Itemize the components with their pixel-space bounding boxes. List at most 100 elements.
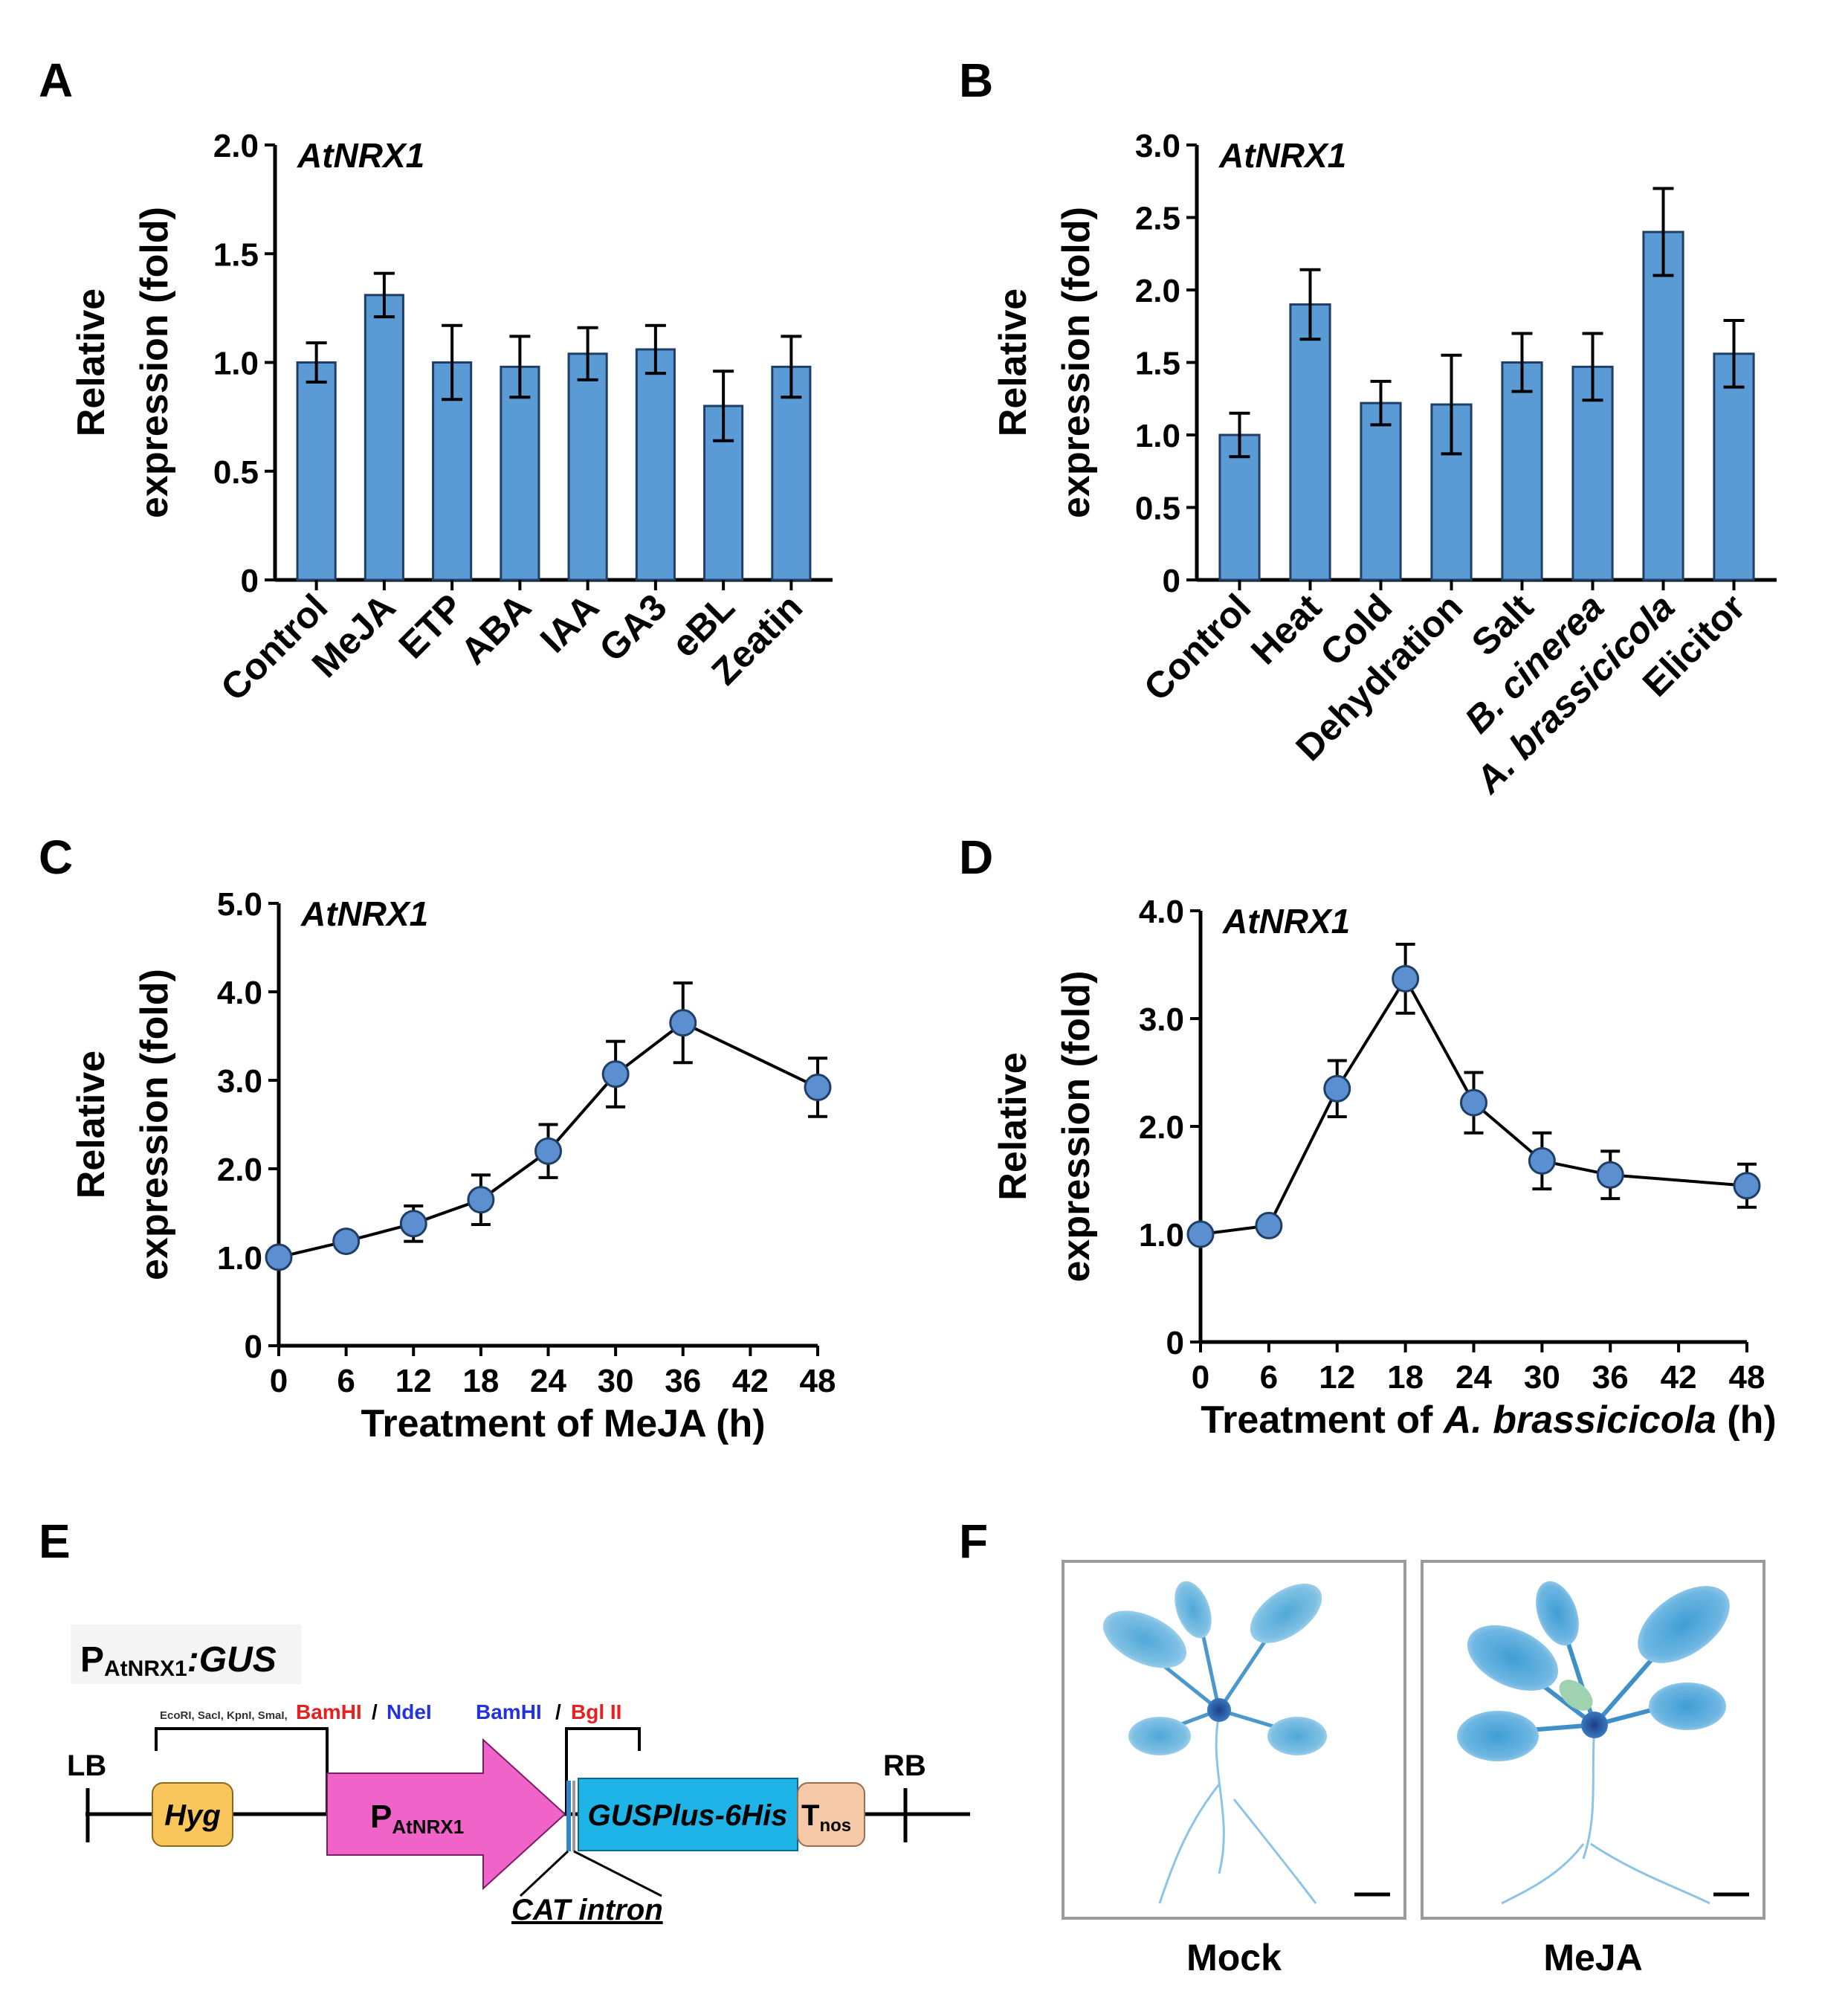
y-axis-title-c: expression (fold) <box>133 969 176 1280</box>
panel-label-b: B <box>959 54 993 107</box>
y-tick-label-a: 1.5 <box>213 236 259 273</box>
category-label-b: Heat <box>1243 586 1329 672</box>
y-tick-label-d: 0 <box>1166 1325 1184 1361</box>
bar-b <box>1289 303 1331 581</box>
x-tick-label-c: 30 <box>598 1363 634 1399</box>
data-point-d <box>1460 1088 1487 1117</box>
y-axis-title-b: Relative <box>992 288 1035 436</box>
bar-a <box>364 294 404 581</box>
data-point-c <box>332 1228 361 1256</box>
gene-label-c: AtNRX1 <box>300 894 428 933</box>
y-tick-label-d: 2.0 <box>1139 1109 1184 1146</box>
meja-seedling-image <box>1457 1581 1730 1905</box>
x-tick-label-d: 42 <box>1661 1359 1697 1396</box>
x-axis-title-part-d: Treatment of <box>1201 1399 1444 1442</box>
y-tick-label-a: 0 <box>241 563 259 599</box>
x-tick-label-d: 24 <box>1456 1359 1492 1396</box>
data-point-c <box>467 1186 495 1214</box>
x-tick-label-d: 30 <box>1524 1359 1560 1396</box>
data-point-d <box>1596 1161 1624 1189</box>
bar-b <box>1501 361 1543 581</box>
chart-a: 0 0.5 1.0 1.5 2.0 Relative expression (fold) At… <box>70 128 833 709</box>
y-tick-label-c: 0 <box>245 1329 262 1365</box>
y-tick-label-a: 0.5 <box>213 454 259 491</box>
y-axis-title-d: Relative <box>992 1052 1035 1200</box>
data-point-c <box>669 1009 697 1037</box>
y-tick-label-b: 2.0 <box>1135 273 1180 309</box>
y-tick-label-c: 4.0 <box>217 975 262 1011</box>
category-label-a: GA3 <box>591 586 674 669</box>
y-tick-label-b: 0 <box>1163 563 1180 599</box>
chart-b: 0 0.5 1.0 1.5 2.0 2.5 3.0 Relative expression (f… <box>992 128 1777 802</box>
y-tick-label-c: 1.0 <box>217 1240 262 1277</box>
bar-a <box>500 365 540 581</box>
x-tick-label-d: 36 <box>1592 1359 1629 1396</box>
data-point-c <box>534 1137 562 1165</box>
tnos-box <box>797 1782 865 1847</box>
intron-pointer-right <box>573 1850 662 1897</box>
y-tick-label-c: 2.0 <box>217 1152 262 1188</box>
rb-label: RB <box>883 1749 926 1782</box>
bar-b <box>1642 230 1684 581</box>
bar-a <box>567 352 608 581</box>
site-ndei: NdeI <box>387 1700 432 1723</box>
intron-pointer-left <box>519 1850 569 1897</box>
meja-caption: MeJA <box>1543 1937 1642 1978</box>
bar-a <box>771 365 812 581</box>
y-axis-title-d: expression (fold) <box>1055 971 1098 1283</box>
category-label-b: Control <box>1136 586 1259 709</box>
y-tick-label-d: 4.0 <box>1139 894 1184 930</box>
lb-label: LB <box>67 1749 106 1782</box>
mock-seedling-image <box>1102 1581 1327 1904</box>
panel-label-e: E <box>39 1514 71 1568</box>
x-tick-label-c: 24 <box>530 1363 566 1399</box>
gene-label-d: AtNRX1 <box>1222 902 1350 941</box>
site-bglii: Bgl II <box>571 1700 621 1723</box>
construct-diagram: PAtNRX1:GUS EcoRI, SacI, KpnI, SmaI, Bam… <box>67 1625 970 1926</box>
slash-right: / <box>555 1700 561 1723</box>
gus-label: GUSPlus-6His <box>588 1799 788 1832</box>
construct-label: PAtNRX1:GUS <box>80 1640 277 1681</box>
bar-b <box>1571 365 1614 581</box>
data-point-d <box>1733 1172 1761 1200</box>
y-tick-label-b: 3.0 <box>1135 128 1180 164</box>
y-axis-title-c: Relative <box>70 1051 113 1199</box>
data-point-c <box>265 1243 293 1271</box>
x-tick-label-d: 48 <box>1729 1359 1765 1396</box>
data-point-c <box>601 1060 630 1088</box>
gus-staining-photos: Mock MeJA <box>1062 1560 1765 1978</box>
promoter-arrow <box>326 1738 566 1891</box>
tnos-label: Tnos <box>801 1799 851 1836</box>
x-tick-label-c: 36 <box>665 1363 701 1399</box>
x-tick-label-d: 12 <box>1319 1359 1355 1396</box>
y-tick-label-a: 1.0 <box>213 346 259 382</box>
x-tick-label-c: 18 <box>462 1363 499 1399</box>
panel-label-f: F <box>959 1514 988 1568</box>
y-tick-label-c: 5.0 <box>217 886 262 923</box>
panel-label-c: C <box>39 830 73 884</box>
bar-b <box>1360 401 1402 581</box>
x-tick-label-c: 0 <box>270 1363 288 1399</box>
site-bamhi-left: BamHI <box>296 1700 362 1723</box>
x-axis-title-c: Treatment of MeJA (h) <box>361 1402 765 1445</box>
y-tick-label-b: 1.5 <box>1135 346 1180 382</box>
data-point-c <box>399 1210 427 1238</box>
data-point-c <box>804 1074 832 1102</box>
x-axis-title-d: Treatment of A. brassicicola (h) <box>1201 1399 1776 1442</box>
construct-label-box <box>71 1625 301 1684</box>
category-label-a: IAA <box>532 586 607 660</box>
x-tick-label-c: 42 <box>732 1363 769 1399</box>
category-label-a: ETP <box>391 586 471 666</box>
y-tick-label-d: 3.0 <box>1139 1001 1184 1038</box>
chart-c: 0 1.0 2.0 3.0 4.0 5.0 Relative expression (fold… <box>70 886 836 1445</box>
panel-label-d: D <box>959 830 993 884</box>
data-point-d <box>1323 1074 1351 1103</box>
gene-label-a: AtNRX1 <box>297 136 424 175</box>
y-tick-label-b: 0.5 <box>1135 491 1180 527</box>
y-tick-label-c: 3.0 <box>217 1063 262 1100</box>
mock-caption: Mock <box>1186 1937 1282 1978</box>
data-point-d <box>1392 964 1420 993</box>
y-axis-title-a: Relative <box>70 288 113 436</box>
x-axis-title-part-d: (h) <box>1716 1399 1777 1442</box>
y-tick-label-b: 1.0 <box>1135 418 1180 454</box>
